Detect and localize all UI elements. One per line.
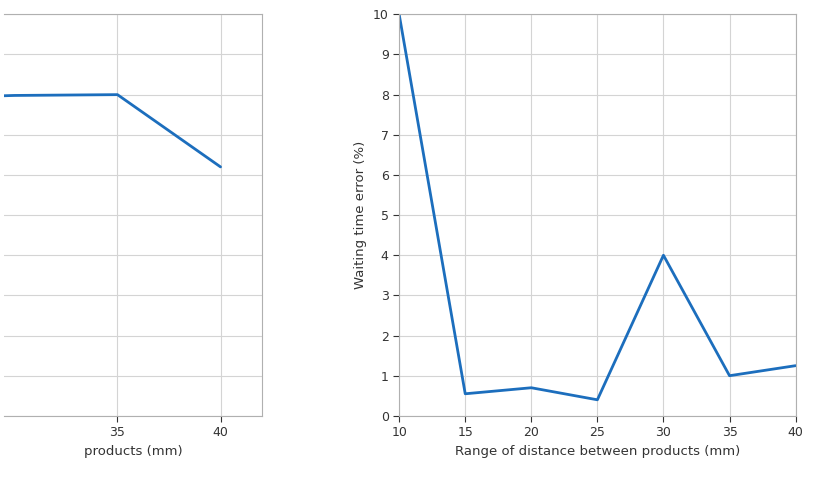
- X-axis label: products (mm): products (mm): [83, 445, 182, 458]
- X-axis label: Range of distance between products (mm): Range of distance between products (mm): [455, 445, 740, 458]
- Y-axis label: Waiting time error (%): Waiting time error (%): [354, 141, 367, 289]
